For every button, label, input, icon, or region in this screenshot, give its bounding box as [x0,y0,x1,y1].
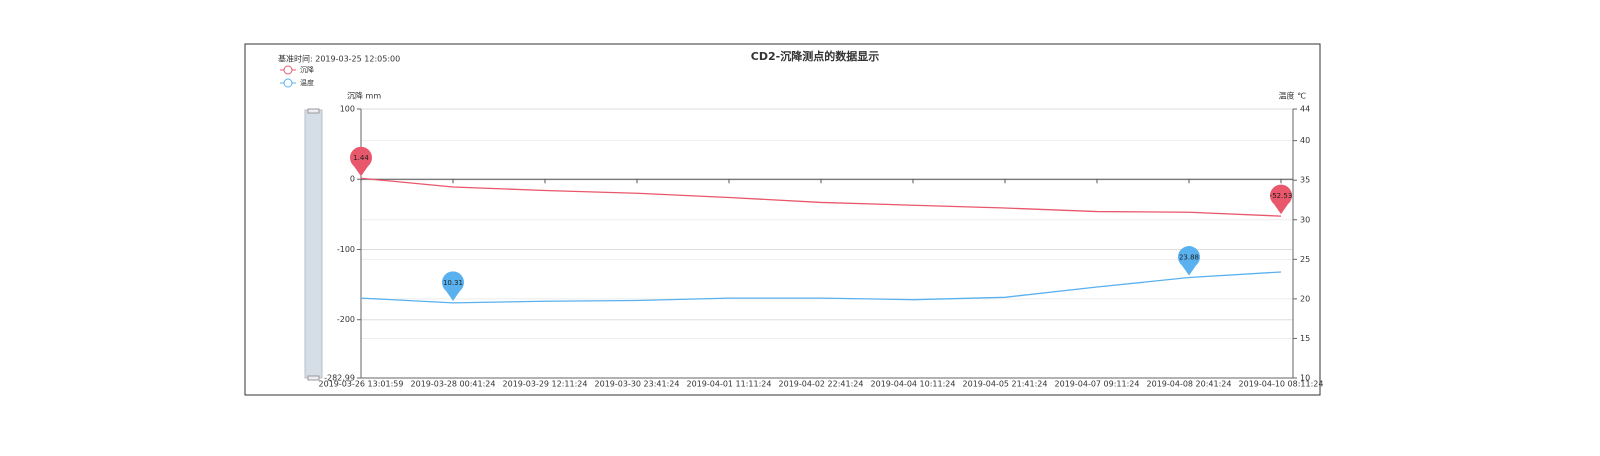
x-tick-label: 2019-04-08 20:41:24 [1147,380,1232,389]
mark-point: 10.31 [442,271,465,301]
y2-axis-title: 温度 ℃ [1278,91,1306,101]
legend-icon [283,78,293,88]
y-tick-label: -200 [337,315,355,324]
legend-label: 沉降 [300,65,314,74]
base-time: 基准时间: 2019-03-25 12:05:00 [278,54,400,64]
zoom-slider[interactable] [304,109,323,379]
y-tick-label: -100 [337,245,355,254]
x-tick-label: 2019-03-26 13:01:59 [319,380,404,389]
x-tick-label: 2019-04-04 10:11:24 [871,380,956,389]
y-tick-label: 0 [350,175,355,184]
mark-label: 1.44 [353,154,369,162]
y-tick-label: -282.99 [324,374,355,383]
y2-tick-label: 40 [1300,136,1310,145]
legend-label: 温度 [300,78,314,87]
x-tick-label: 2019-04-07 09:11:24 [1055,380,1140,389]
x-tick-label: 2019-04-02 22:41:24 [779,380,864,389]
series-line [360,177,1282,217]
y2-tick-label: 10 [1300,374,1310,383]
y2-tick-label: 44 [1300,105,1310,114]
series-line [360,271,1282,304]
x-tick-label: 2019-04-01 11:11:24 [687,380,772,389]
zoom-handle[interactable] [307,375,320,381]
y2-tick-label: 25 [1300,255,1310,264]
mark-label: -52.53 [1270,192,1293,200]
mark-point: -52.53 [1270,184,1293,215]
x-tick-label: 2019-03-29 12:11:24 [503,380,588,389]
y-axis-title: 沉降 mm [347,91,381,101]
y-tick-label: 100 [340,105,355,114]
y2-tick-label: 35 [1300,176,1310,185]
mark-pin [1270,184,1292,215]
chart-title: CD2-沉降测点的数据显示 [751,49,879,63]
mark-point: 23.88 [1178,246,1200,276]
y2-tick-label: 15 [1300,334,1310,343]
x-tick-label: 2019-03-28 00:41:24 [411,380,496,389]
mark-label: 23.88 [1179,254,1199,262]
mark-point: 1.44 [350,146,373,177]
x-tick-label: 2019-03-30 23:41:24 [595,380,680,389]
mark-label: 10.31 [443,279,463,287]
x-tick-label: 2019-04-05 21:41:24 [963,380,1048,389]
x-tick-label: 2019-04-10 08:11:24 [1239,380,1324,389]
mark-pin [350,146,373,177]
y2-tick-label: 20 [1300,294,1310,303]
zoom-handle[interactable] [307,108,320,114]
mark-pin [442,271,465,301]
legend-icon [283,65,293,75]
y2-tick-label: 30 [1300,215,1310,224]
mark-pin [1178,246,1200,276]
